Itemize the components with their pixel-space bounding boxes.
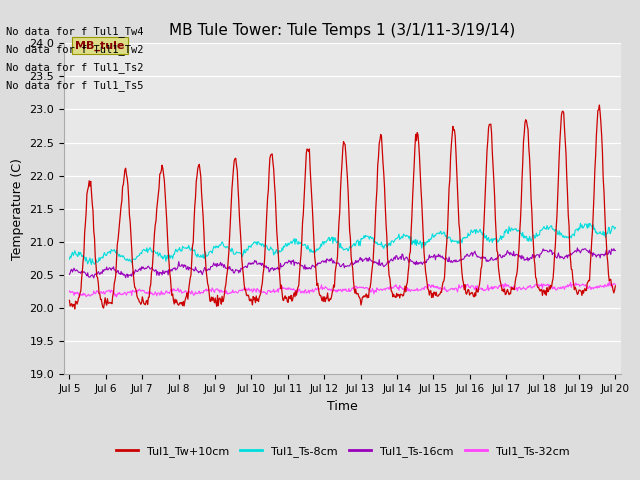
Text: No data for f Tul1_Ts5: No data for f Tul1_Ts5 [6, 80, 144, 91]
Text: MB_tule: MB_tule [75, 40, 124, 51]
Legend: Tul1_Tw+10cm, Tul1_Ts-8cm, Tul1_Ts-16cm, Tul1_Ts-32cm: Tul1_Tw+10cm, Tul1_Ts-8cm, Tul1_Ts-16cm,… [111, 442, 573, 462]
X-axis label: Time: Time [327, 400, 358, 413]
Text: No data for f Tul1_Ts2: No data for f Tul1_Ts2 [6, 62, 144, 73]
Text: No data for f Tul1_Tw4: No data for f Tul1_Tw4 [6, 25, 144, 36]
Text: No data for f Tul1_Tw2: No data for f Tul1_Tw2 [6, 44, 144, 55]
Y-axis label: Temperature (C): Temperature (C) [11, 158, 24, 260]
Title: MB Tule Tower: Tule Temps 1 (3/1/11-3/19/14): MB Tule Tower: Tule Temps 1 (3/1/11-3/19… [169, 23, 516, 38]
